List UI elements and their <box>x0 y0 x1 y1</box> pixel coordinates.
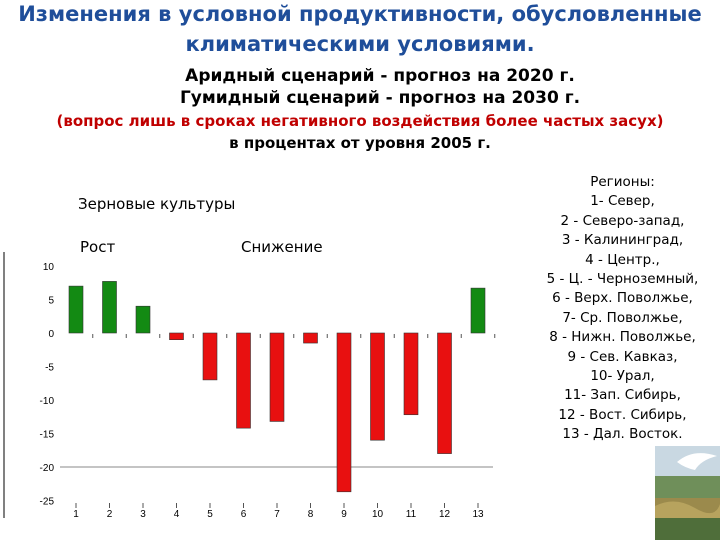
y-tick-label: -10 <box>40 396 55 407</box>
y-tick-label: 0 <box>48 329 54 340</box>
region-item-3: 3 - Калининград, <box>561 232 684 249</box>
note-percent-basis: в процентах от уровня 2005 г. <box>229 134 491 152</box>
bar-region-3 <box>135 305 151 334</box>
x-tick-label: 12 <box>439 509 451 520</box>
bar-region-10 <box>370 332 385 441</box>
bar-region-4 <box>169 332 184 340</box>
region-item-6: 6 - Верх. Поволжье, <box>552 290 693 307</box>
chart-title: Зерновые культуры <box>78 195 236 213</box>
x-tick-label: 1 <box>73 509 79 520</box>
regions-header: Регионы: <box>590 174 655 190</box>
y-tick-label: 5 <box>48 296 54 307</box>
region-item-12: 12 - Вост. Сибирь, <box>558 406 687 423</box>
y-tick-label: 10 <box>43 262 55 273</box>
page-title-line-2: климатическими условиями. <box>185 32 535 56</box>
x-tick-label: 2 <box>107 509 113 520</box>
region-item-2: 2 - Северо-запад, <box>560 212 685 229</box>
bar-region-13 <box>470 287 486 334</box>
growth-label: Рост <box>80 238 116 256</box>
bar-region-2 <box>102 281 117 334</box>
region-item-8: 8 - Нижн. Поволжье, <box>549 329 696 346</box>
y-tick-label: -25 <box>40 497 55 508</box>
region-item-10: 10- Урал, <box>590 368 655 385</box>
note-drought: (вопрос лишь в сроках негативного воздей… <box>56 112 664 130</box>
region-item-5: 5 - Ц. - Черноземный, <box>546 271 699 288</box>
x-tick-label: 6 <box>241 509 247 520</box>
subtitle-arid-scenario: Аридный сценарий - прогноз на 2020 г. <box>185 66 575 86</box>
decorative-photo <box>655 446 720 540</box>
page-title-line-1: Изменения в условной продуктивности, обу… <box>18 2 702 26</box>
y-tick-label: -15 <box>40 430 55 441</box>
region-item-9: 9 - Сев. Кавказ, <box>567 348 678 365</box>
region-item-4: 4 - Центр., <box>585 251 660 268</box>
y-tick-label: -20 <box>40 463 55 474</box>
subtitle-humid-scenario: Гумидный сценарий - прогноз на 2030 г. <box>179 88 581 108</box>
bar-region-1 <box>68 285 84 334</box>
region-item-7: 7- Ср. Поволжье, <box>562 309 683 326</box>
x-tick-label: 8 <box>308 509 314 520</box>
region-item-13: 13 - Дал. Восток. <box>562 426 683 443</box>
bar-region-8 <box>303 332 318 344</box>
x-tick-label: 3 <box>140 509 146 520</box>
region-item-1: 1- Север, <box>590 193 655 210</box>
y-tick-label: -5 <box>45 363 54 374</box>
bar-region-5 <box>202 332 218 381</box>
bar-region-11 <box>403 332 419 416</box>
x-tick-label: 11 <box>406 509 417 520</box>
bar-region-12 <box>437 332 452 454</box>
regions-legend: Регионы: 1- Север, 2 - Северо-запад, 3 -… <box>525 173 720 445</box>
bar-region-6 <box>236 332 251 429</box>
bar-region-7 <box>269 332 285 422</box>
x-tick-label: 9 <box>341 509 347 520</box>
x-tick-label: 4 <box>174 509 180 520</box>
x-tick-label: 10 <box>372 509 384 520</box>
region-item-11: 11- Зап. Сибирь, <box>564 387 681 404</box>
bar-region-9 <box>336 332 352 493</box>
x-tick-label: 5 <box>207 509 213 520</box>
decline-label: Снижение <box>241 238 323 256</box>
x-tick-label: 13 <box>472 509 484 520</box>
x-tick-label: 7 <box>274 509 280 520</box>
